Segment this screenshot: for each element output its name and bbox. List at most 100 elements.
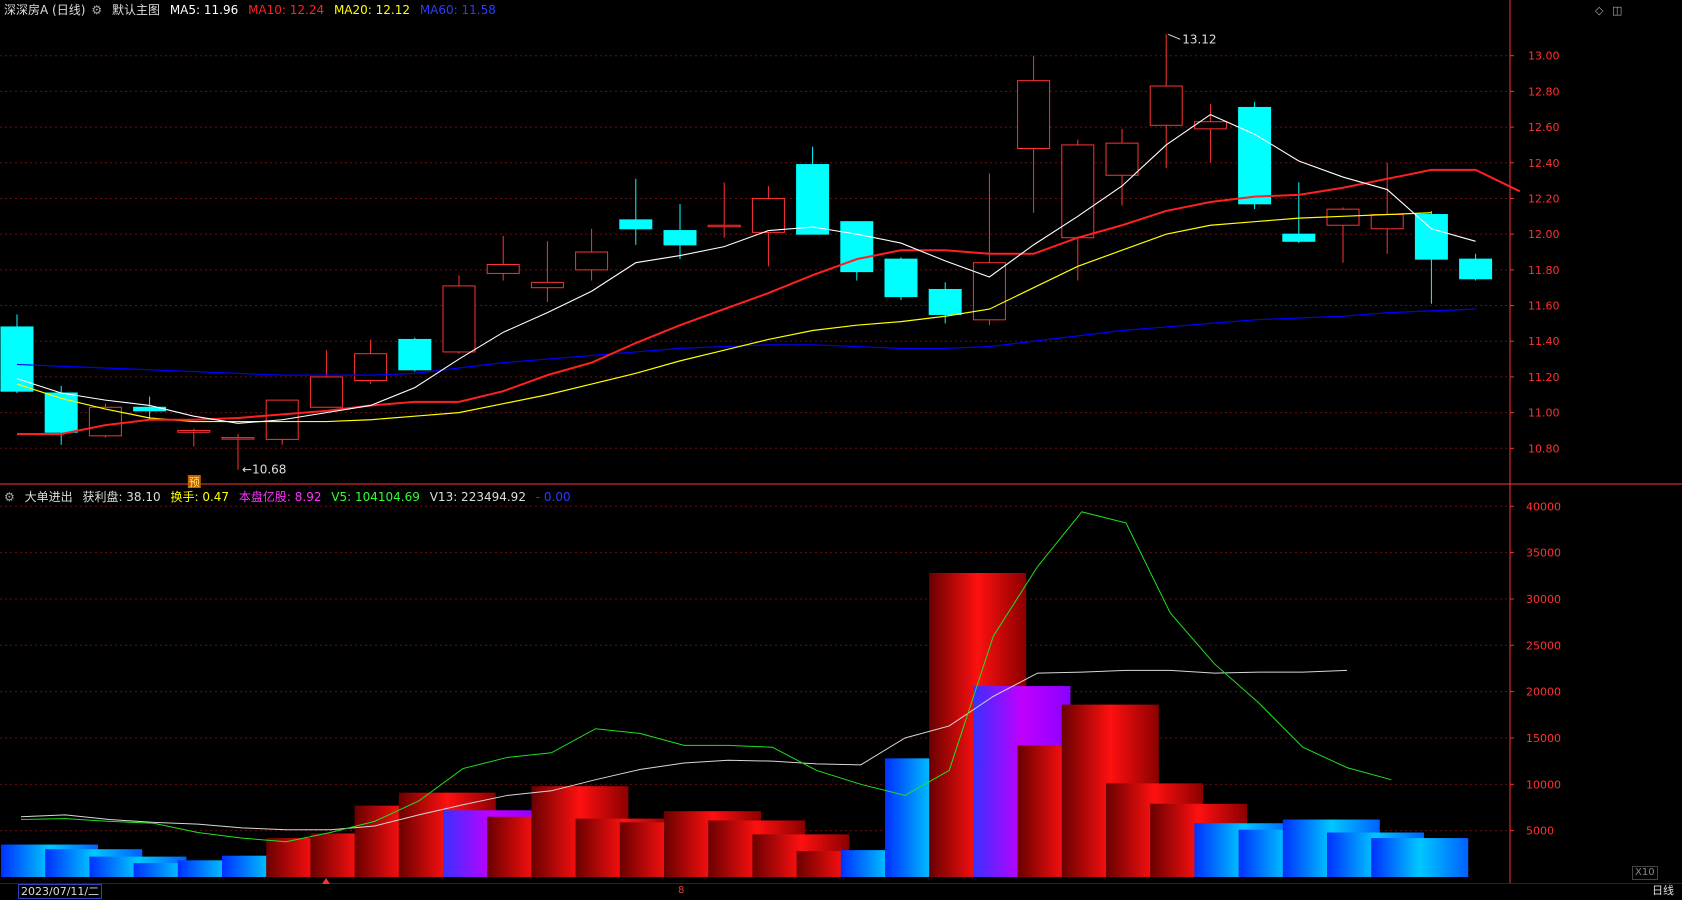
volume-tick-label: 20000: [1526, 686, 1561, 699]
candle: [177, 428, 211, 447]
price-tick-label: 11.00: [1528, 407, 1560, 420]
volume-tick-label: 30000: [1526, 593, 1561, 606]
price-tick-label: 13.00: [1528, 50, 1560, 63]
price-tick-label: 11.60: [1528, 300, 1560, 313]
stock-name[interactable]: 深深房A (日线): [4, 3, 86, 17]
candle-body: [1149, 85, 1183, 126]
scroll-marker[interactable]: 8: [678, 885, 685, 896]
candle-body: [398, 338, 432, 371]
candle: [486, 235, 520, 281]
price-tick-label: 12.60: [1528, 121, 1560, 134]
diamond-icon[interactable]: ◇: [1595, 4, 1604, 17]
candle: [442, 275, 476, 354]
extra-label: - 0.00: [535, 490, 571, 504]
indicator-name[interactable]: 大单进出: [24, 490, 73, 504]
candle-body: [0, 326, 34, 392]
volume-tick-label: 10000: [1526, 778, 1561, 791]
candle: [707, 182, 741, 238]
candle: [88, 403, 122, 438]
share-label: 本盘亿股: 8.92: [238, 490, 322, 504]
position-marker-icon[interactable]: [322, 878, 330, 884]
candle: [530, 241, 564, 302]
candle: [265, 399, 299, 445]
forecast-badge: [187, 475, 201, 488]
candle-body: [707, 224, 741, 228]
candle: [398, 337, 432, 372]
candle: [44, 385, 78, 445]
candle-body: [619, 219, 653, 230]
candle: [1017, 55, 1051, 213]
v13-label: V13: 223494.92: [429, 490, 526, 504]
candle: [928, 282, 962, 324]
candle-body: [1105, 142, 1139, 176]
volume-tick-label: 25000: [1526, 639, 1561, 652]
candle-body: [265, 399, 299, 440]
ma60-label: MA60: 11.58: [419, 3, 496, 17]
price-tick-label: 10.80: [1528, 442, 1560, 455]
candle: [575, 228, 609, 281]
candle-body: [1238, 106, 1272, 205]
gear-icon[interactable]: ⚙: [91, 3, 103, 17]
main-chart-header: 深深房A (日线) ⚙ 默认主图 MA5: 11.96 MA10: 12.24 M…: [4, 2, 502, 18]
candle: [840, 221, 874, 281]
candle-body: [575, 251, 609, 271]
candle: [972, 173, 1006, 326]
sub-chart-header: ⚙ 大单进出 获利盘: 38.10 换手: 0.47 本盘亿股: 8.92 V5…: [4, 489, 577, 505]
candle: [0, 314, 34, 393]
candle-body: [796, 164, 830, 235]
ma60-line: [16, 308, 1476, 376]
candle-body: [88, 406, 122, 437]
candle-body: [177, 429, 211, 433]
main-indicator-label[interactable]: 默认主图: [111, 3, 160, 17]
candle-body: [1459, 258, 1493, 280]
candle-body: [1017, 80, 1051, 149]
price-tick-label: 12.80: [1528, 85, 1560, 98]
high-pointer: [1168, 33, 1181, 40]
candle-body: [44, 392, 78, 433]
price-tick-label: 11.20: [1528, 371, 1560, 384]
tab-daily[interactable]: 日线: [1652, 884, 1674, 897]
candle-body: [663, 230, 697, 246]
profit-label: 获利盘: 38.10: [82, 490, 161, 504]
candle-body: [442, 285, 476, 353]
candle-body: [1370, 214, 1404, 230]
volume-tick-label: 40000: [1526, 500, 1561, 513]
volume-tick-label: 5000: [1526, 825, 1554, 838]
v5-line: [20, 511, 1392, 843]
gear-icon[interactable]: ⚙: [4, 490, 15, 504]
date-field[interactable]: 2023/07/11/二: [18, 884, 103, 899]
ma10-line: [17, 168, 1521, 436]
candle: [1149, 34, 1183, 169]
turnover-label: 换手: 0.47: [170, 490, 230, 504]
volume-tick-label: 35000: [1526, 547, 1561, 560]
panel-toggle-icon[interactable]: ◫: [1612, 4, 1623, 17]
candle-body: [884, 258, 918, 298]
ma20-line: [16, 212, 1432, 423]
candle: [751, 185, 785, 267]
candle: [619, 178, 653, 245]
forecast-badge-label: 预: [189, 476, 200, 489]
price-tick-label: 12.00: [1528, 228, 1560, 241]
candle-body: [751, 197, 785, 233]
volume-bar: [1371, 838, 1469, 877]
candle: [354, 339, 388, 385]
candle: [1061, 139, 1095, 281]
candle: [884, 257, 918, 301]
ma20-label: MA20: 12.12: [333, 3, 410, 17]
zoom-x10-button[interactable]: X10: [1632, 866, 1658, 880]
price-tick-label: 11.80: [1528, 264, 1560, 277]
ma5-line: [16, 113, 1476, 424]
candle-body: [1414, 214, 1448, 260]
ma10-label: MA10: 12.24: [248, 3, 325, 17]
candle: [221, 434, 255, 470]
v13-line: [20, 669, 1348, 831]
status-bar: [0, 883, 1682, 900]
candle-body: [530, 281, 564, 289]
candle-body: [486, 263, 520, 274]
candle: [309, 350, 343, 408]
candle: [1414, 210, 1448, 304]
candle-body: [309, 376, 343, 408]
price-tick-label: 11.40: [1528, 335, 1560, 348]
candle: [663, 203, 697, 260]
